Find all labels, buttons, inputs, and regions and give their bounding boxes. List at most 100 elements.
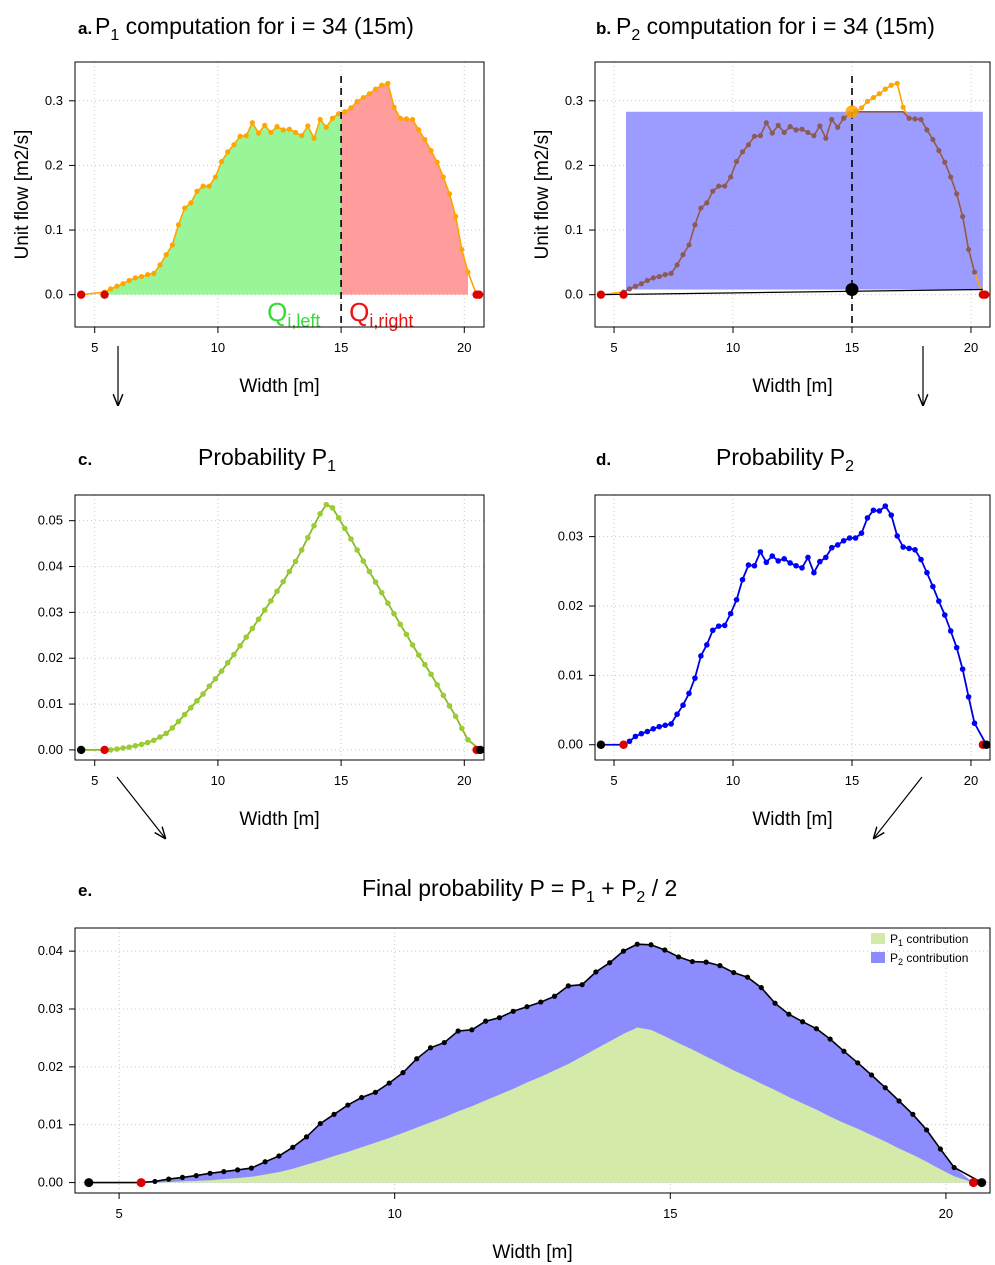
data-point [717, 963, 723, 969]
baseline-point [845, 283, 859, 297]
data-point [650, 275, 656, 281]
data-point [409, 116, 416, 123]
x-tick-label: 10 [211, 340, 225, 355]
title-subscript: 2 [631, 27, 640, 44]
x-tick-label: 10 [387, 1206, 401, 1221]
title-part: computation for i = 34 (15m) [640, 13, 935, 39]
end-point [596, 290, 606, 299]
x-tick-label: 15 [845, 773, 859, 788]
data-point [385, 600, 391, 607]
title-part: P [95, 13, 110, 39]
end-point [76, 290, 86, 299]
p2-rectangle [625, 111, 983, 290]
data-point [298, 547, 305, 553]
data-point [710, 188, 716, 194]
data-point [644, 277, 650, 284]
y-tick-label: 0.04 [38, 943, 63, 958]
data-point [323, 501, 330, 508]
data-point [366, 91, 373, 97]
end-point [84, 1178, 94, 1188]
data-point [942, 159, 948, 165]
end-point [977, 1178, 987, 1188]
data-point [607, 960, 613, 966]
data-point [858, 105, 865, 111]
data-point [465, 269, 471, 275]
title-subscript: 2 [845, 458, 854, 475]
data-point [335, 515, 342, 521]
data-point [299, 133, 305, 139]
data-point [648, 942, 654, 948]
end-point [619, 290, 628, 299]
data-point [132, 275, 138, 281]
region-label-main: Q [349, 297, 369, 327]
data-point [391, 610, 397, 617]
data-point [775, 558, 782, 564]
plot-frame [594, 494, 991, 761]
y-tick-label: 0.2 [45, 157, 63, 172]
x-tick-label: 5 [610, 340, 617, 355]
data-point [936, 147, 942, 154]
data-point [268, 129, 274, 136]
data-point [721, 622, 728, 629]
data-point [930, 583, 936, 590]
data-point [206, 183, 212, 189]
x-tick-label: 5 [91, 773, 98, 788]
data-point [775, 122, 781, 128]
data-point [274, 588, 280, 595]
panel-letter: a. [78, 19, 92, 38]
data-point [175, 222, 182, 228]
data-point [434, 682, 440, 688]
data-point [936, 598, 942, 604]
data-point [888, 82, 894, 88]
y-tick-label: 0.02 [558, 598, 583, 613]
x-tick-label: 15 [334, 340, 348, 355]
end-point [982, 740, 991, 749]
data-point [329, 115, 336, 121]
data-point [237, 643, 243, 649]
data-point [638, 730, 645, 737]
x-tick-label: 20 [457, 340, 471, 355]
data-point [662, 947, 668, 953]
legend-swatch [871, 933, 885, 944]
data-point [876, 508, 883, 514]
data-point [680, 702, 686, 708]
data-point [781, 129, 787, 136]
data-point [565, 983, 571, 989]
data-point [440, 174, 446, 180]
data-point [924, 1127, 930, 1133]
data-point [280, 127, 286, 133]
data-point [348, 536, 354, 542]
data-point [698, 205, 704, 211]
data-point [469, 1027, 475, 1033]
data-point [151, 270, 157, 276]
data-point [231, 142, 237, 148]
data-point [772, 1000, 778, 1006]
data-point [400, 1070, 406, 1076]
data-point [900, 544, 906, 550]
flow-arrow-d-to-e [874, 776, 923, 838]
data-point [120, 281, 126, 287]
data-point [870, 507, 877, 514]
data-point [787, 560, 793, 566]
data-point [620, 948, 627, 954]
x-tick-label: 20 [964, 773, 978, 788]
data-point [793, 562, 799, 569]
data-point [317, 1120, 323, 1127]
data-point [971, 269, 978, 275]
data-point [465, 737, 471, 743]
data-point [924, 127, 930, 133]
data-point [286, 126, 292, 132]
data-point [385, 80, 391, 86]
data-point [551, 993, 558, 999]
data-point [965, 246, 972, 253]
data-point [787, 124, 793, 130]
y-tick-label: 0.04 [38, 559, 63, 574]
x-tick-label: 15 [845, 340, 859, 355]
legend-label-rest: contribution [903, 951, 968, 965]
panel-d-chart: d. Probability P2 5 10 15 20 0.00 0.01 0.02 0.03 W… [558, 444, 991, 830]
data-point [151, 737, 157, 744]
data-point [638, 281, 645, 287]
data-point [924, 569, 930, 576]
data-point [145, 272, 151, 278]
y-tick-label: 0.1 [565, 222, 583, 237]
